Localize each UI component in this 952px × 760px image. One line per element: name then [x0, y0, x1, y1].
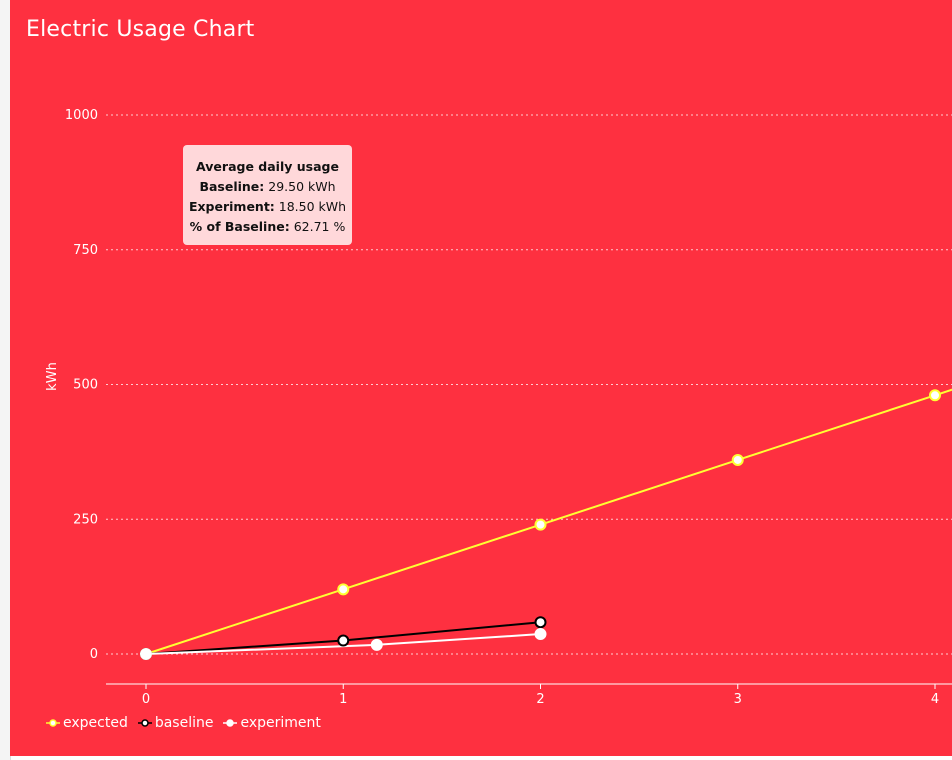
legend-marker-dot-baseline: [141, 719, 149, 727]
x-tick-label-2: 2: [536, 692, 544, 707]
legend-marker-experiment: [223, 719, 238, 727]
x-tick-label-1: 1: [339, 692, 347, 707]
y-tick-label-0: 0: [90, 647, 98, 662]
point-baseline-2: [534, 616, 547, 629]
point-experiment-2: [534, 628, 547, 641]
series-line-expected: [145, 388, 952, 655]
point-expected-2: [534, 518, 547, 531]
chart-card: Electric Usage Chart 0 250 500 750 1000 0 1 2 3 4…: [10, 0, 952, 756]
hover-tooltip: Average daily usage Baseline: 29.50 kWh …: [183, 145, 352, 245]
legend-marker-dot-experiment: [226, 719, 235, 727]
y-tick-label-1000: 1000: [65, 108, 98, 123]
legend-item-experiment[interactable]: experiment: [223, 715, 321, 731]
x-tick-label-0: 0: [142, 692, 150, 707]
y-tick-label-250: 250: [73, 512, 98, 527]
tooltip-pct-value: 62.71 %: [293, 219, 346, 234]
legend-marker-dot-expected: [49, 719, 57, 727]
y-axis-label: kWh: [45, 362, 60, 391]
legend-item-baseline[interactable]: baseline: [137, 715, 214, 731]
tooltip-baseline-value: 29.50 kWh: [268, 179, 336, 194]
x-tick-label-4: 4: [931, 692, 939, 707]
legend-label-experiment: experiment: [240, 715, 321, 731]
tooltip-baseline-label: Baseline:: [199, 179, 265, 194]
tooltip-pct-label: % of Baseline:: [189, 219, 290, 234]
x-tick-label-3: 3: [734, 692, 742, 707]
point-baseline-1: [337, 634, 350, 647]
point-expected-1: [337, 583, 350, 596]
legend-marker-baseline: [137, 719, 152, 727]
point-experiment-1: [370, 638, 383, 651]
point-expected-4: [929, 389, 941, 402]
legend-label-expected: expected: [63, 715, 128, 731]
legend-label-baseline: baseline: [154, 715, 214, 731]
chart-title: Electric Usage Chart: [26, 17, 255, 42]
tooltip-experiment-value: 18.50 kWh: [278, 199, 347, 214]
point-experiment-0: [140, 648, 152, 660]
legend-item-expected[interactable]: expected: [46, 715, 128, 731]
y-tick-label-500: 500: [73, 378, 98, 393]
series-group: [140, 388, 952, 660]
chart-legend: expected baseline experiment: [46, 715, 331, 731]
tooltip-heading: Average daily usage: [196, 159, 339, 174]
legend-marker-expected: [46, 719, 60, 727]
point-expected-3: [731, 453, 744, 466]
tooltip-experiment-label: Experiment:: [188, 199, 275, 214]
chart-plot: 0 250 500 750 1000 0 1 2 3 4 kWh: [45, 108, 952, 707]
y-tick-label-750: 750: [73, 243, 98, 258]
